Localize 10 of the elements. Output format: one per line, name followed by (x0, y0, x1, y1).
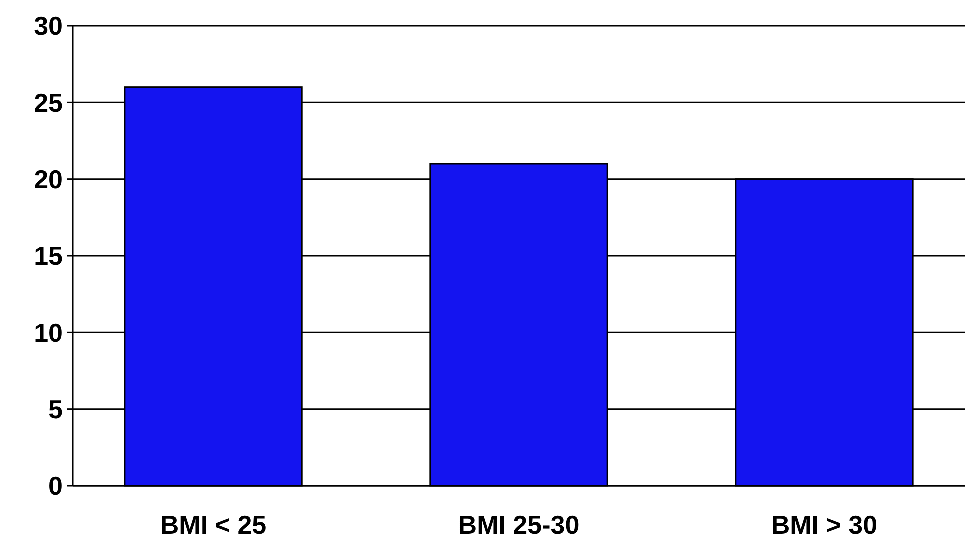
x-tick-label: BMI < 25 (160, 510, 267, 540)
y-tick-label: 25 (34, 88, 63, 118)
x-tick-label: BMI > 30 (771, 510, 878, 540)
x-tick-label: BMI 25-30 (458, 510, 580, 540)
y-tick-label: 30 (34, 11, 63, 42)
y-tick-label: 0 (48, 471, 63, 502)
y-tick-label: 15 (34, 241, 63, 272)
y-tick-label: 10 (34, 318, 63, 348)
y-tick-label: 20 (34, 164, 63, 194)
y-tick-label: 5 (48, 394, 63, 424)
